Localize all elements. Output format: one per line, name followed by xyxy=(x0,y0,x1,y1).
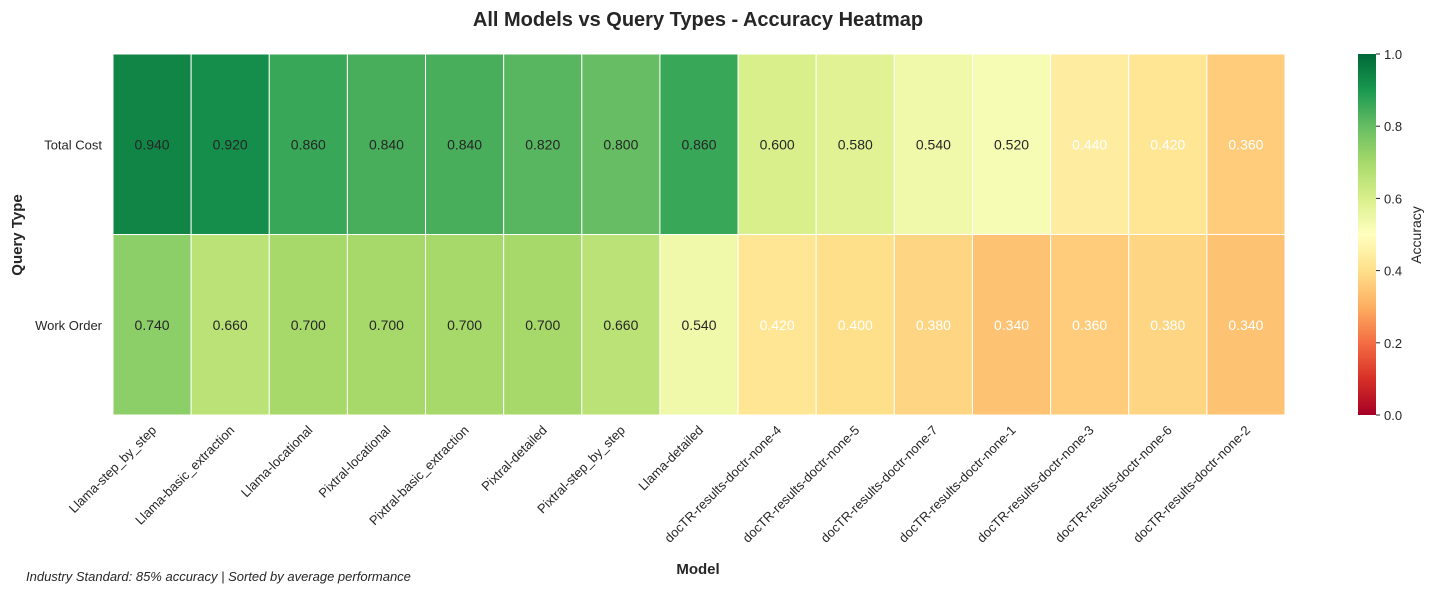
colorbar-label: Accuracy xyxy=(1408,206,1424,264)
chart-title: All Models vs Query Types - Accuracy Hea… xyxy=(473,9,923,31)
colorbar-tick-label: 0.2 xyxy=(1384,336,1402,351)
cell-value-label: 0.740 xyxy=(135,317,170,333)
cell-value-label: 0.820 xyxy=(525,136,560,152)
heatmap-cell xyxy=(971,234,1052,416)
heatmap-cell-labels: 0.940 0.920 0.860 0.840 0.840 0.820 0.800 0.860… xyxy=(135,136,1264,333)
cell-value-label: 0.380 xyxy=(1150,317,1185,333)
colorbar-tick-label: 0.8 xyxy=(1384,119,1402,134)
cell-value-label: 0.440 xyxy=(1072,136,1107,152)
heatmap-cell xyxy=(190,53,270,235)
cell-value-label: 0.420 xyxy=(1150,136,1185,152)
cell-value-label: 0.540 xyxy=(681,317,716,333)
y-axis-tick-labels: Total Cost Work Order xyxy=(35,137,103,333)
heatmap-cell xyxy=(190,234,270,416)
cell-value-label: 0.420 xyxy=(760,317,795,333)
cell-value-label: 0.580 xyxy=(838,136,873,152)
colorbar-tick-label: 1.0 xyxy=(1384,47,1402,62)
cell-value-label: 0.800 xyxy=(603,136,638,152)
colorbar-tick-label: 0.6 xyxy=(1384,191,1402,206)
cell-value-label: 0.660 xyxy=(603,317,638,333)
heatmap-cell xyxy=(659,234,739,416)
heatmap-cell xyxy=(503,53,583,235)
heatmap-cell xyxy=(346,53,427,235)
cell-value-label: 0.360 xyxy=(1072,317,1107,333)
heatmap-cell xyxy=(112,234,192,416)
heatmap-cell xyxy=(268,53,348,235)
heatmap-cell xyxy=(1206,234,1286,416)
colorbar-tick-labels: 0.0 0.2 0.4 0.6 0.8 1.0 xyxy=(1376,47,1402,423)
colorbar xyxy=(1358,54,1376,415)
cell-value-label: 0.520 xyxy=(994,136,1029,152)
heatmap-cell xyxy=(815,53,895,235)
cell-value-label: 0.860 xyxy=(291,136,326,152)
x-tick-label: Llama-locational xyxy=(238,422,316,500)
cell-value-label: 0.660 xyxy=(213,317,248,333)
heatmap-cell xyxy=(112,53,192,235)
x-tick-label: Pixtral-locational xyxy=(316,422,394,500)
cell-value-label: 0.860 xyxy=(681,136,716,152)
heatmap-cell xyxy=(1128,234,1208,416)
cell-value-label: 0.700 xyxy=(525,317,560,333)
heatmap-cell xyxy=(503,234,583,416)
cell-value-label: 0.840 xyxy=(447,136,482,152)
heatmap-cells xyxy=(112,53,1286,416)
cell-value-label: 0.400 xyxy=(838,317,873,333)
y-axis-label: Query Type xyxy=(9,194,26,275)
y-tick-label: Total Cost xyxy=(44,137,102,152)
heatmap-cell xyxy=(971,53,1052,235)
heatmap-cell xyxy=(268,234,348,416)
cell-value-label: 0.540 xyxy=(916,136,951,152)
x-tick-label: Pixtral-step_by_step xyxy=(534,423,628,517)
x-tick-label: Llama-step_by_step xyxy=(66,423,159,516)
heatmap-cell xyxy=(1128,53,1208,235)
heatmap-cell xyxy=(346,234,427,416)
cell-value-label: 0.380 xyxy=(916,317,951,333)
cell-value-label: 0.600 xyxy=(760,136,795,152)
footnote-annotation: Industry Standard: 85% accuracy | Sorted… xyxy=(26,569,411,584)
heatmap-cell xyxy=(425,53,505,235)
cell-value-label: 0.940 xyxy=(135,136,170,152)
cell-value-label: 0.360 xyxy=(1228,136,1263,152)
cell-value-label: 0.700 xyxy=(291,317,326,333)
colorbar-tick-label: 0.4 xyxy=(1384,264,1402,279)
heatmap-cell xyxy=(425,234,505,416)
heatmap-cell xyxy=(1050,53,1130,235)
heatmap-cell xyxy=(1206,53,1286,235)
heatmap-cell xyxy=(815,234,895,416)
colorbar-tick-label: 0.0 xyxy=(1384,408,1402,423)
cell-value-label: 0.700 xyxy=(447,317,482,333)
x-tick-label: Llama-detailed xyxy=(635,423,706,494)
cell-value-label: 0.840 xyxy=(369,136,404,152)
x-tick-label: Pixtral-detailed xyxy=(478,423,549,494)
cell-value-label: 0.340 xyxy=(994,317,1029,333)
x-axis-label: Model xyxy=(676,561,719,578)
y-tick-label: Work Order xyxy=(35,318,103,333)
heatmap-cell xyxy=(581,234,661,416)
cell-value-label: 0.340 xyxy=(1228,317,1263,333)
cell-value-label: 0.920 xyxy=(213,136,248,152)
heatmap-cell xyxy=(659,53,739,235)
heatmap-cell xyxy=(1050,234,1130,416)
cell-value-label: 0.700 xyxy=(369,317,404,333)
x-axis-tick-labels: Llama-step_by_stepLlama-basic_extraction… xyxy=(66,422,1253,545)
